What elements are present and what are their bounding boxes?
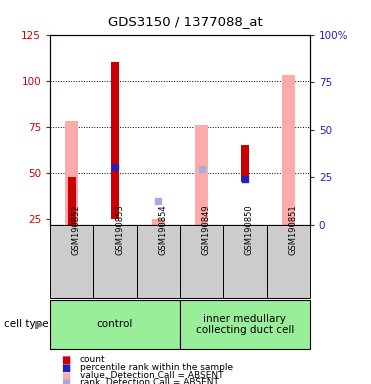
Bar bbox=[137, 225, 180, 298]
Point bbox=[242, 175, 248, 182]
Bar bbox=[65, 121, 78, 265]
Bar bbox=[241, 145, 249, 182]
Bar bbox=[282, 75, 295, 265]
Bar bbox=[180, 300, 310, 349]
Text: rank, Detection Call = ABSENT: rank, Detection Call = ABSENT bbox=[80, 378, 219, 384]
Point bbox=[155, 198, 161, 204]
Text: GSM190851: GSM190851 bbox=[288, 204, 297, 255]
Text: ■: ■ bbox=[61, 371, 70, 381]
Text: cell type: cell type bbox=[4, 319, 48, 329]
Bar bbox=[50, 300, 180, 349]
Text: control: control bbox=[97, 319, 133, 329]
Text: GSM190849: GSM190849 bbox=[201, 204, 211, 255]
Bar bbox=[180, 225, 223, 298]
Text: GSM190853: GSM190853 bbox=[115, 204, 124, 255]
Bar bbox=[111, 62, 119, 219]
Bar bbox=[223, 225, 266, 298]
Point bbox=[112, 164, 118, 170]
Text: percentile rank within the sample: percentile rank within the sample bbox=[80, 363, 233, 372]
Bar bbox=[93, 225, 137, 298]
Text: ■: ■ bbox=[61, 363, 70, 373]
Text: GSM190854: GSM190854 bbox=[158, 204, 167, 255]
Text: GSM190852: GSM190852 bbox=[72, 204, 81, 255]
Text: GSM190850: GSM190850 bbox=[245, 204, 254, 255]
Text: inner medullary
collecting duct cell: inner medullary collecting duct cell bbox=[196, 314, 294, 335]
Point bbox=[198, 166, 204, 172]
Bar bbox=[50, 225, 93, 298]
Text: count: count bbox=[80, 355, 105, 364]
Bar bbox=[152, 219, 165, 225]
Bar bbox=[195, 125, 208, 265]
Text: GDS3150 / 1377088_at: GDS3150 / 1377088_at bbox=[108, 15, 263, 28]
Bar bbox=[266, 225, 310, 298]
Bar bbox=[68, 177, 76, 265]
Text: ▶: ▶ bbox=[35, 319, 43, 329]
Text: ■: ■ bbox=[61, 355, 70, 365]
Text: value, Detection Call = ABSENT: value, Detection Call = ABSENT bbox=[80, 371, 223, 379]
Text: ■: ■ bbox=[61, 378, 70, 384]
